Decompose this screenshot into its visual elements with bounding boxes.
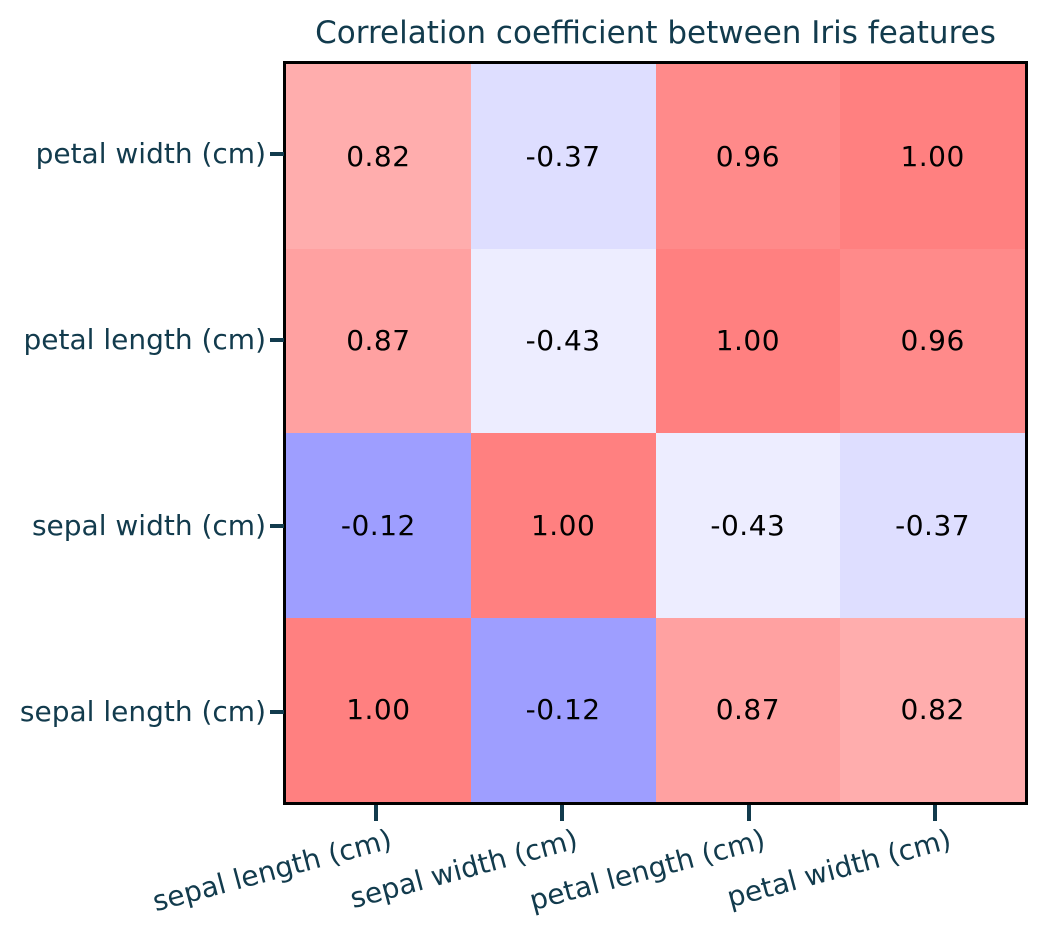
heatmap-cell: -0.37: [840, 433, 1025, 618]
heatmap-plot: 0.82 -0.37 0.96 1.00 0.87 -0.43 1.00 0.96 -0.12 1…: [283, 61, 1028, 805]
cell-value-label: -0.37: [895, 508, 971, 542]
heatmap-cell: 1.00: [470, 433, 656, 618]
x-tick-mark: [560, 805, 564, 821]
x-tick-mark: [933, 805, 937, 821]
cell-value-label: 0.87: [346, 324, 411, 358]
heatmap-cell: 0.82: [286, 64, 471, 249]
cell-value-label: 0.82: [900, 693, 965, 727]
heatmap-cell: 0.87: [655, 617, 841, 802]
y-tick-mark: [270, 152, 284, 156]
heatmap-cell: 0.96: [840, 248, 1025, 433]
x-tick-mark: [374, 805, 378, 821]
chart-title: Correlation coefficient between Iris fea…: [315, 15, 996, 51]
cell-value-label: -0.12: [340, 508, 416, 542]
cell-value-label: 1.00: [346, 693, 411, 727]
cell-value-label: -0.43: [525, 324, 601, 358]
y-tick-label: petal width (cm): [35, 137, 266, 170]
cell-value-label: 1.00: [900, 139, 965, 173]
y-tick-label: sepal width (cm): [31, 509, 266, 542]
heatmap-cell: 0.82: [840, 617, 1025, 802]
heatmap-cell: -0.43: [655, 433, 841, 618]
y-tick-mark: [270, 338, 284, 342]
heatmap-cell: 0.87: [286, 248, 471, 433]
heatmap-cell: 1.00: [655, 248, 841, 433]
cell-value-label: 0.96: [715, 139, 781, 173]
cell-value-label: 0.87: [715, 693, 781, 727]
cell-value-label: 1.00: [530, 508, 596, 542]
cell-value-label: 0.96: [900, 324, 965, 358]
heatmap-cell: -0.37: [470, 64, 656, 249]
x-tick-mark: [747, 805, 751, 821]
y-tick-label: petal length (cm): [23, 323, 266, 356]
heatmap-cell: -0.12: [470, 617, 656, 802]
cell-value-label: -0.12: [525, 693, 601, 727]
cell-value-label: -0.37: [525, 139, 601, 173]
y-tick-mark: [270, 524, 284, 528]
heatmap-grid: 0.82 -0.37 0.96 1.00 0.87 -0.43 1.00 0.96 -0.12 1…: [286, 64, 1025, 802]
cell-value-label: 0.82: [346, 139, 411, 173]
heatmap-cell: 0.96: [655, 64, 841, 249]
heatmap-cell: -0.43: [470, 248, 656, 433]
y-tick-mark: [270, 710, 284, 714]
heatmap-cell: 1.00: [840, 64, 1025, 249]
cell-value-label: -0.43: [710, 508, 786, 542]
y-tick-label: sepal length (cm): [19, 695, 266, 728]
cell-value-label: 1.00: [715, 324, 781, 358]
heatmap-cell: -0.12: [286, 433, 471, 618]
heatmap-cell: 1.00: [286, 617, 471, 802]
